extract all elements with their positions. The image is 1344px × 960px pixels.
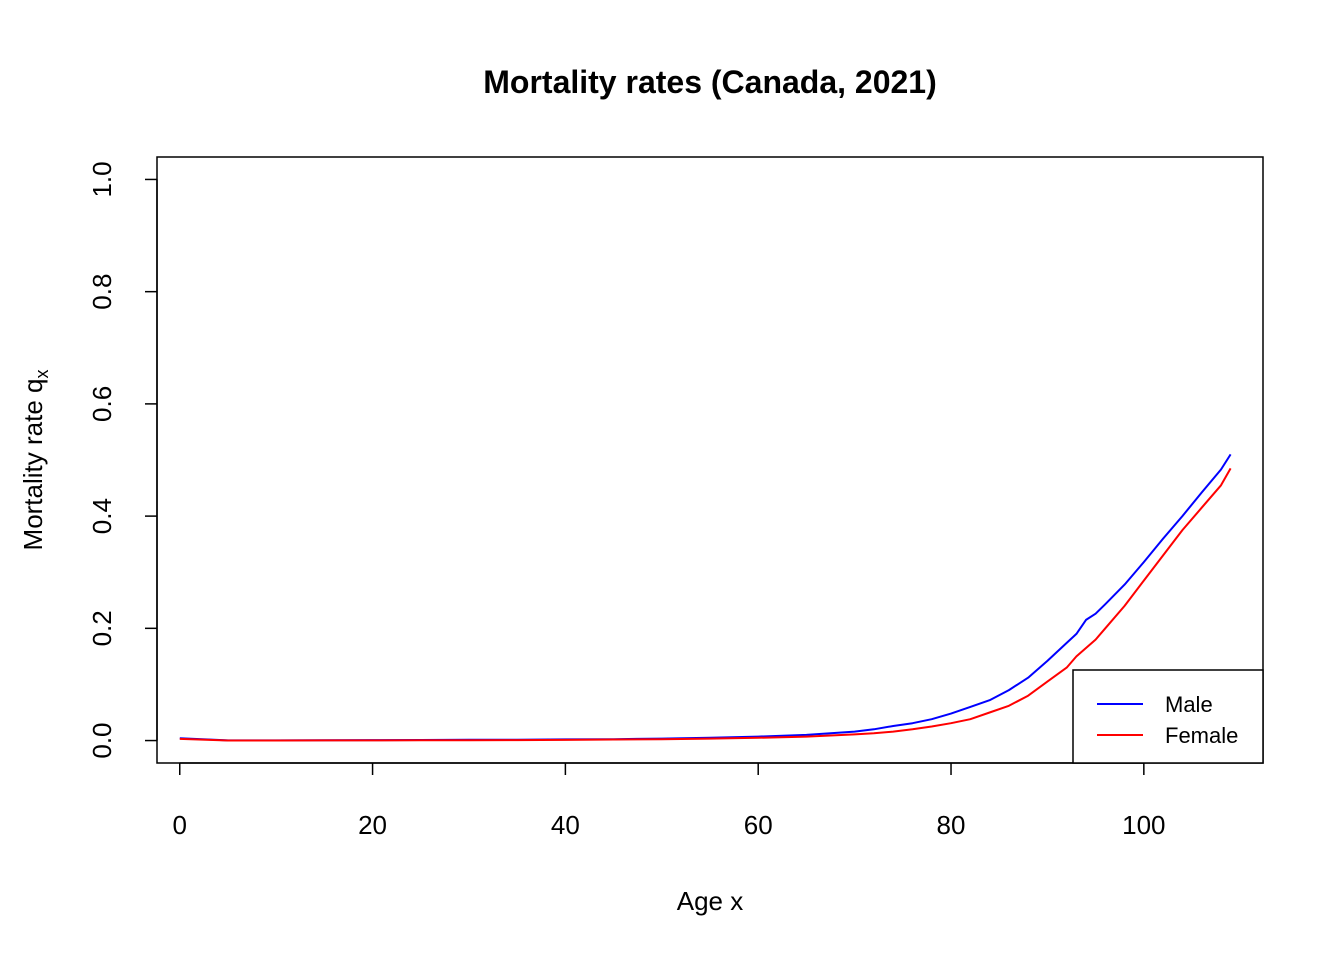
y-axis-label-subscript: x bbox=[32, 370, 52, 379]
legend: Male Female bbox=[1072, 669, 1264, 764]
y-tick-label: 0.6 bbox=[87, 386, 117, 422]
x-axis-label: Age x bbox=[677, 886, 744, 916]
x-tick-label: 100 bbox=[1122, 810, 1165, 840]
x-tick-label: 60 bbox=[744, 810, 773, 840]
y-tick-label: 0.0 bbox=[87, 722, 117, 758]
series-line-female bbox=[179, 467, 1232, 742]
series-lines bbox=[179, 453, 1232, 742]
x-tick-label: 20 bbox=[358, 810, 387, 840]
y-axis: 0.0 0.2 0.4 0.6 0.8 1.0 bbox=[87, 161, 158, 759]
x-axis: 0 20 40 60 80 100 bbox=[173, 762, 1166, 840]
chart-title: Mortality rates (Canada, 2021) bbox=[483, 64, 937, 100]
x-tick-label: 0 bbox=[173, 810, 187, 840]
y-tick-label: 0.2 bbox=[87, 610, 117, 646]
y-tick-label: 1.0 bbox=[87, 161, 117, 197]
legend-label-male: Male bbox=[1165, 692, 1213, 717]
y-axis-label: Mortality rate qx bbox=[18, 370, 52, 551]
legend-label-female: Female bbox=[1165, 723, 1238, 748]
x-tick-label: 40 bbox=[551, 810, 580, 840]
x-tick-label: 80 bbox=[937, 810, 966, 840]
y-tick-label: 0.8 bbox=[87, 274, 117, 310]
y-tick-label: 0.4 bbox=[87, 498, 117, 534]
legend-box bbox=[1072, 669, 1264, 764]
y-axis-label-main: Mortality rate q bbox=[18, 379, 48, 551]
